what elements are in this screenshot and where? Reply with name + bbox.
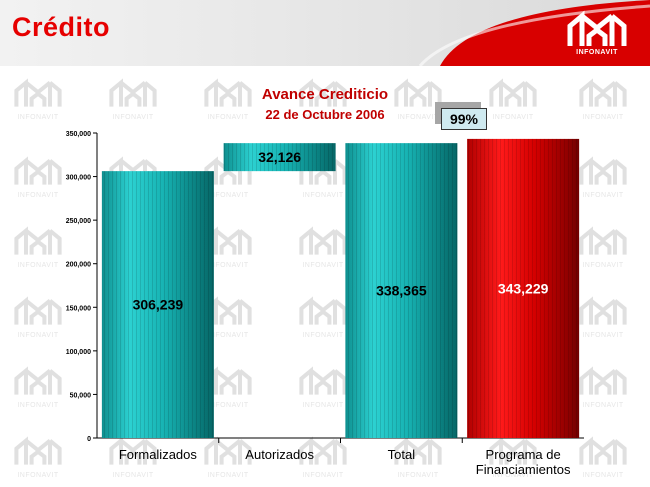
watermark-text: INFONAVIT — [302, 192, 344, 199]
watermark-logo: INFONAVIT — [200, 430, 256, 486]
watermark-logo: INFONAVIT — [10, 220, 66, 276]
y-tick-label: 350,000 — [66, 131, 91, 138]
watermark-text: INFONAVIT — [582, 332, 624, 339]
watermark-logo: INFONAVIT — [10, 72, 66, 128]
watermark-logo: INFONAVIT — [295, 290, 351, 346]
watermark-logo: INFONAVIT — [295, 430, 351, 486]
watermark-text: INFONAVIT — [17, 402, 59, 409]
bar-value-label: 338,365 — [376, 283, 427, 299]
watermark-logo: INFONAVIT — [10, 150, 66, 206]
bar-texture — [101, 171, 214, 438]
watermark-text: INFONAVIT — [207, 262, 249, 269]
y-tick-label: 150,000 — [66, 305, 91, 312]
watermark-text: INFONAVIT — [207, 114, 249, 121]
watermark-logo: INFONAVIT — [575, 72, 631, 128]
watermark-logo: INFONAVIT — [390, 430, 446, 486]
watermark-logo: INFONAVIT — [485, 72, 541, 128]
bar-value-label: 32,126 — [258, 149, 301, 165]
watermark-logo: INFONAVIT — [575, 290, 631, 346]
watermark-logo: INFONAVIT — [575, 220, 631, 276]
watermark-logo: INFONAVIT — [295, 360, 351, 416]
infonavit-logo-icon — [567, 10, 627, 46]
watermark-text: INFONAVIT — [207, 332, 249, 339]
watermark-logo: INFONAVIT — [485, 430, 541, 486]
x-category-label: Autorizados — [245, 447, 314, 462]
x-category-label: Total — [387, 447, 416, 462]
infonavit-logo: INFONAVIT — [562, 8, 632, 60]
x-category-label: Formalizados — [118, 447, 197, 462]
watermark-text: INFONAVIT — [207, 402, 249, 409]
watermark-text: INFONAVIT — [582, 262, 624, 269]
bar-value-label: 343,229 — [498, 280, 549, 296]
watermark-logo: INFONAVIT — [575, 430, 631, 486]
watermark-text: INFONAVIT — [17, 262, 59, 269]
x-category-label: Programa de Financiamientos — [475, 447, 571, 477]
watermark-text: INFONAVIT — [397, 114, 439, 121]
watermark-text: INFONAVIT — [17, 332, 59, 339]
y-tick-label: 50,000 — [70, 392, 92, 399]
watermark-text: INFONAVIT — [582, 192, 624, 199]
watermark-text: INFONAVIT — [397, 472, 439, 479]
bar-texture — [467, 138, 580, 438]
watermark-text: INFONAVIT — [207, 192, 249, 199]
watermark-text: INFONAVIT — [582, 402, 624, 409]
y-tick-label: 200,000 — [66, 262, 91, 269]
bar-value-label: 306,239 — [133, 297, 184, 313]
watermark-text: INFONAVIT — [17, 192, 59, 199]
watermark-logo: INFONAVIT — [10, 360, 66, 416]
watermark-logo: INFONAVIT — [575, 360, 631, 416]
watermark-text: INFONAVIT — [302, 262, 344, 269]
watermark-text: INFONAVIT — [17, 472, 59, 479]
watermark-text: INFONAVIT — [582, 472, 624, 479]
watermark-logo: INFONAVIT — [105, 430, 161, 486]
watermark-text: INFONAVIT — [112, 114, 154, 121]
y-tick-label: 250,000 — [66, 218, 91, 225]
watermark-text: INFONAVIT — [302, 472, 344, 479]
watermark-logo: INFONAVIT — [10, 430, 66, 486]
watermark-logo: INFONAVIT — [575, 150, 631, 206]
watermark-text: INFONAVIT — [302, 402, 344, 409]
watermark-text: INFONAVIT — [492, 114, 534, 121]
watermark-text: INFONAVIT — [112, 472, 154, 479]
watermark-text: INFONAVIT — [302, 114, 344, 121]
watermark-logo: INFONAVIT — [10, 290, 66, 346]
page-title: Crédito — [12, 12, 110, 42]
chart-title: Avance Crediticio — [261, 86, 389, 103]
header-swoosh — [418, 0, 650, 66]
watermark-logo: INFONAVIT — [390, 72, 446, 128]
watermark-logo: INFONAVIT — [105, 72, 161, 128]
watermark-logo: INFONAVIT — [200, 72, 256, 128]
header-banner: Crédito — [0, 0, 650, 66]
watermark-text: INFONAVIT — [302, 332, 344, 339]
watermark-text: INFONAVIT — [207, 472, 249, 479]
bar-texture — [223, 143, 336, 172]
watermark-logo: INFONAVIT — [295, 220, 351, 276]
chart-subtitle: 22 de Octubre 2006 — [265, 107, 385, 122]
logo-label: INFONAVIT — [576, 49, 618, 56]
watermark-text: INFONAVIT — [582, 114, 624, 121]
bar-texture — [345, 143, 458, 438]
y-tick-label: 300,000 — [66, 175, 91, 182]
watermark-logo: INFONAVIT — [295, 72, 351, 128]
y-tick-label: 100,000 — [66, 349, 91, 356]
watermark-text: INFONAVIT — [17, 114, 59, 121]
y-tick-label: 0 — [87, 436, 91, 443]
percentage-annotation: 99% — [441, 108, 487, 130]
watermark-text: INFONAVIT — [492, 472, 534, 479]
